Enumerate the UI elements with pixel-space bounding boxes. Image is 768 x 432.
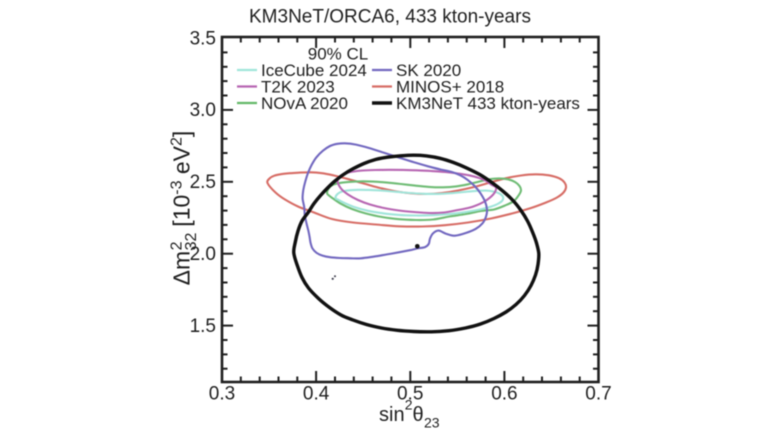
svg-text:32: 32 [183, 233, 200, 251]
svg-text:23: 23 [424, 415, 440, 431]
svg-text:0.5: 0.5 [397, 384, 423, 405]
svg-text:Δm: Δm [169, 251, 195, 286]
svg-text:3.0: 3.0 [190, 100, 216, 121]
svg-text:NOvA 2020: NOvA 2020 [261, 94, 348, 113]
svg-text:0.3: 0.3 [209, 384, 235, 405]
svg-text:1.5: 1.5 [190, 316, 216, 337]
svg-text:sin: sin [379, 404, 405, 426]
svg-text:]: ] [169, 131, 195, 137]
svg-text:MINOS+ 2018: MINOS+ 2018 [396, 77, 504, 96]
svg-text:-3: -3 [169, 180, 186, 194]
svg-text:2: 2 [169, 241, 186, 250]
svg-text:0.4: 0.4 [303, 384, 330, 405]
svg-text:2: 2 [169, 137, 186, 146]
svg-text:2.5: 2.5 [190, 172, 216, 193]
svg-text:0.7: 0.7 [585, 384, 611, 405]
svg-text:KM3NeT/ORCA6, 433 kton-years: KM3NeT/ORCA6, 433 kton-years [249, 7, 531, 28]
svg-text:eV: eV [169, 145, 195, 174]
svg-text:0.6: 0.6 [491, 384, 517, 405]
svg-text:2: 2 [405, 397, 413, 413]
svg-text:2.0: 2.0 [190, 244, 216, 265]
svg-text:SK 2020: SK 2020 [396, 61, 461, 80]
svg-text:θ: θ [413, 404, 424, 426]
svg-text:3.5: 3.5 [190, 28, 216, 49]
svg-text:T2K 2023: T2K 2023 [261, 77, 335, 96]
svg-text:IceCube 2024: IceCube 2024 [261, 61, 367, 80]
svg-text:90% CL: 90% CL [308, 45, 368, 64]
svg-text:[10: [10 [169, 195, 195, 227]
svg-text:KM3NeT 433 kton-years: KM3NeT 433 kton-years [396, 94, 580, 113]
